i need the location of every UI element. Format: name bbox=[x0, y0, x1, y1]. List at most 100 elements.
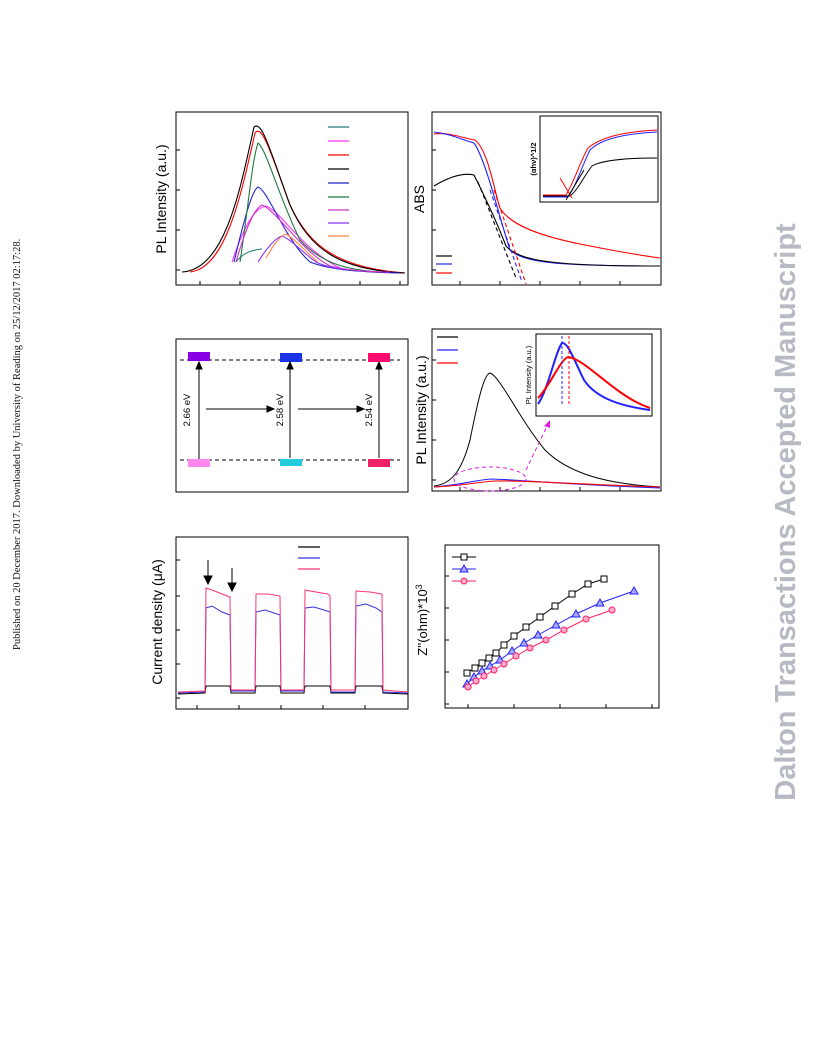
data-point bbox=[471, 664, 479, 672]
legend bbox=[452, 553, 476, 585]
data-point bbox=[472, 677, 480, 685]
ticks bbox=[176, 559, 366, 709]
tangent-line bbox=[477, 181, 517, 279]
panel-frame bbox=[175, 338, 409, 493]
cb-level-3 bbox=[368, 353, 390, 362]
tangent-line bbox=[489, 189, 523, 283]
series-line bbox=[189, 130, 406, 274]
series-line bbox=[543, 131, 658, 198]
data-point bbox=[542, 636, 550, 644]
data-point bbox=[582, 615, 590, 623]
data-point bbox=[595, 597, 605, 607]
ticks bbox=[176, 149, 401, 285]
series-line bbox=[235, 248, 263, 263]
panel-frame bbox=[431, 328, 662, 492]
panel-absorbance: ABS (αhν)^1/2 bbox=[411, 111, 662, 286]
legend-marker bbox=[459, 563, 469, 573]
series-line bbox=[467, 609, 613, 688]
y-axis-label: ABS bbox=[411, 185, 427, 213]
series-line bbox=[239, 142, 381, 273]
legend-marker bbox=[460, 553, 468, 561]
inset-tauc: (αhν)^1/2 bbox=[529, 115, 659, 203]
data-point bbox=[522, 623, 530, 631]
data-point bbox=[492, 649, 500, 657]
data-point bbox=[463, 669, 471, 677]
zoom-arrowhead bbox=[544, 420, 550, 428]
data-point bbox=[510, 632, 518, 640]
data-point bbox=[464, 683, 472, 691]
gap-label-3: 2.54 eV bbox=[364, 393, 375, 426]
y-axis-label: Current density (μA) bbox=[149, 559, 165, 685]
series-line bbox=[537, 342, 651, 411]
data-point bbox=[629, 585, 639, 595]
series-line bbox=[543, 129, 658, 196]
ticks bbox=[432, 149, 621, 285]
panel-pl-quench: PL Intensity (a.u.) PL Intensity (a.u.) bbox=[413, 328, 662, 492]
cb-level-2 bbox=[280, 353, 302, 362]
series-markers bbox=[463, 575, 608, 677]
legend-marker bbox=[460, 577, 468, 585]
series-line bbox=[433, 173, 661, 267]
series-line bbox=[433, 131, 661, 267]
series-line bbox=[265, 233, 319, 263]
tangent-line bbox=[493, 189, 527, 285]
data-point bbox=[519, 637, 529, 647]
inset-y-label: PL Intensity (a.u.) bbox=[524, 345, 533, 404]
data-point bbox=[526, 644, 534, 652]
tangent-line bbox=[565, 169, 585, 201]
panel-impedance: Z''(ohm)*103 bbox=[414, 544, 660, 709]
series-line bbox=[433, 480, 661, 488]
inset-frame bbox=[535, 333, 653, 417]
legend bbox=[298, 546, 320, 570]
vb-level-3 bbox=[368, 459, 390, 467]
panel-frame bbox=[431, 111, 662, 286]
data-point bbox=[490, 666, 498, 674]
panel-band-diagram: 2.66 eV 2.58 eV 2.54 eV bbox=[175, 338, 409, 493]
spectra-lines bbox=[181, 125, 406, 274]
panel-photocurrent: Current density (μA) bbox=[149, 536, 409, 710]
series-line bbox=[433, 133, 661, 259]
y-axis-label: PL Intensity (a.u.) bbox=[413, 355, 429, 464]
series-line bbox=[181, 125, 406, 274]
data-point bbox=[551, 602, 559, 610]
panel-frame bbox=[444, 544, 660, 709]
gap-arrows bbox=[195, 360, 383, 459]
series-line bbox=[537, 355, 651, 409]
panel-frame bbox=[175, 536, 409, 710]
legend bbox=[328, 126, 349, 237]
data-point bbox=[500, 641, 508, 649]
y-axis-label: PL Intensity (a.u.) bbox=[153, 144, 169, 253]
data-point bbox=[536, 613, 544, 621]
inset-frame bbox=[539, 115, 659, 203]
cb-level-1 bbox=[188, 352, 210, 361]
data-point bbox=[480, 672, 488, 680]
ticks bbox=[445, 575, 653, 708]
data-point bbox=[533, 629, 543, 639]
data-point bbox=[560, 626, 568, 634]
tangent-line bbox=[559, 177, 573, 199]
data-point bbox=[485, 654, 493, 662]
vb-level-2 bbox=[280, 459, 302, 466]
legend bbox=[437, 336, 458, 364]
data-point bbox=[600, 575, 608, 583]
light-on-arrows bbox=[203, 560, 237, 593]
gap-label-2: 2.58 eV bbox=[275, 393, 286, 426]
y-axis-label: Z''(ohm)*103 bbox=[414, 584, 430, 655]
data-point bbox=[500, 660, 508, 668]
data-point bbox=[551, 619, 561, 629]
series-line bbox=[257, 235, 345, 271]
data-point bbox=[568, 590, 576, 598]
data-point bbox=[507, 645, 517, 655]
data-point bbox=[478, 659, 486, 667]
series-black bbox=[463, 575, 608, 677]
series-line bbox=[433, 372, 661, 488]
highlight-ellipse bbox=[453, 466, 527, 492]
series-line bbox=[543, 157, 658, 197]
series-line bbox=[235, 204, 391, 273]
data-point bbox=[608, 606, 616, 614]
panel-frame bbox=[175, 111, 409, 286]
vb-level-1 bbox=[188, 459, 210, 467]
inset-y-label: (αhν)^1/2 bbox=[529, 142, 538, 175]
series-pink bbox=[464, 606, 616, 691]
